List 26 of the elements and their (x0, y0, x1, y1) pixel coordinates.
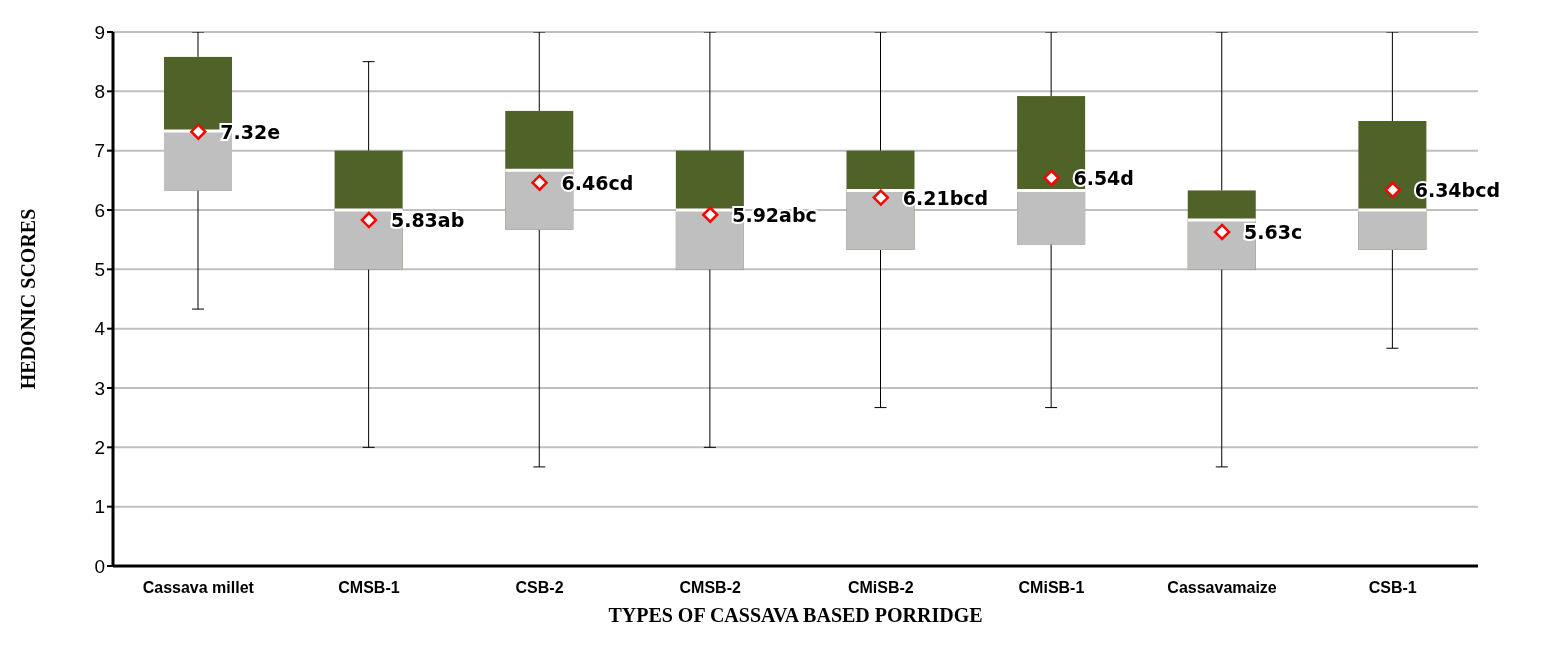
y-tick-label: 4 (94, 318, 106, 340)
x-tick-label: CMiSB-2 (847, 579, 914, 597)
annotation: 5.63c (1244, 220, 1303, 243)
y-tick-label: 2 (94, 437, 105, 459)
annotation: 6.21bcd (902, 186, 989, 209)
y-tick-label: 5 (94, 259, 105, 281)
y-tick-label: 8 (94, 81, 105, 103)
y-tick-label: 7 (94, 140, 105, 162)
annotation: 5.83ab (390, 209, 465, 232)
y-axis-title: HEDONIC SCORES (17, 208, 40, 390)
x-tick-label: CMSB-1 (338, 579, 400, 597)
x-tick-label: Cassava millet (142, 579, 255, 597)
y-tick-label: 1 (94, 496, 105, 518)
annotation: 7.32e (220, 120, 281, 143)
y-tick-label: 9 (94, 21, 105, 43)
y-tick-label: 6 (94, 199, 105, 221)
y-tick-label: 3 (94, 377, 105, 399)
annotation: 5.92abc (732, 203, 817, 226)
x-tick-label: Cassavamaize (1167, 579, 1277, 597)
x-tick-label: CSB-2 (515, 579, 564, 597)
x-tick-label: CMSB-2 (679, 579, 741, 597)
x-tick-label: CMiSB-1 (1018, 579, 1085, 597)
annotation: 6.46cd (561, 171, 634, 194)
x-tick-label: CSB-1 (1368, 579, 1417, 597)
y-tick-label: 0 (94, 555, 105, 577)
x-axis-title: TYPES OF CASSAVA BASED PORRIDGE (608, 604, 983, 626)
